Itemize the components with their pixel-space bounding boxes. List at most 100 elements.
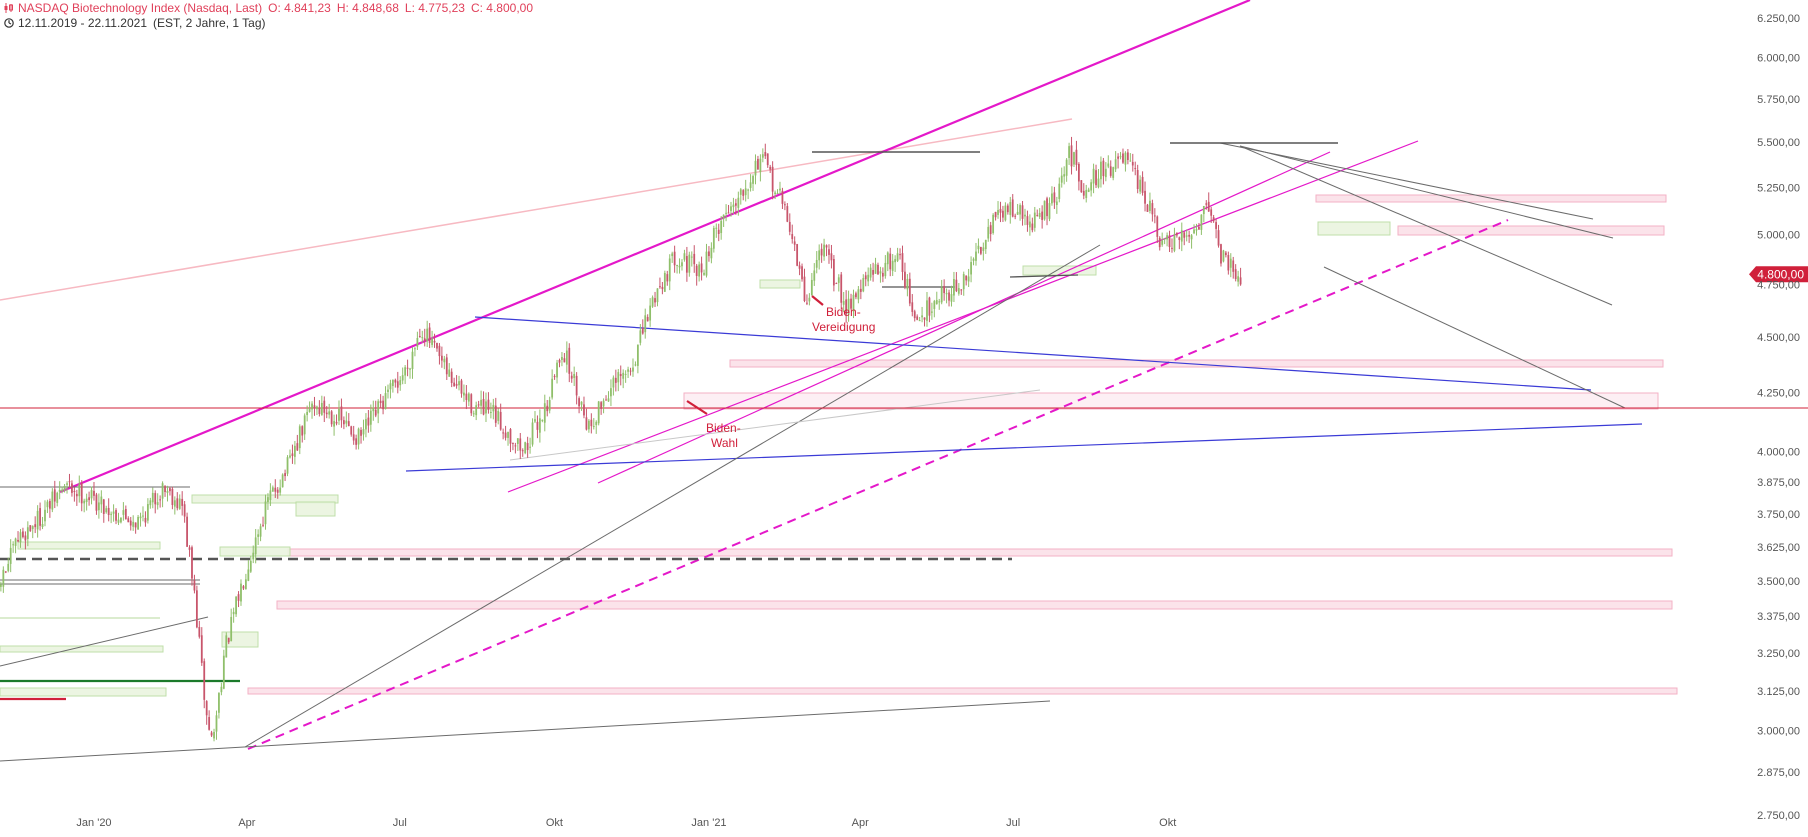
- candle: [725, 204, 727, 222]
- candle-body: [578, 398, 580, 407]
- candle: [120, 517, 122, 524]
- candle-body: [1175, 232, 1178, 236]
- candle-body: [531, 422, 534, 445]
- candle: [267, 493, 269, 510]
- candle: [73, 487, 76, 502]
- candle-body: [982, 247, 985, 251]
- candle: [100, 490, 103, 513]
- candle: [1227, 251, 1230, 275]
- last-price-label: 4.800,00: [1757, 267, 1804, 281]
- trendline-grey-light: [509, 389, 1041, 461]
- candle: [744, 179, 747, 202]
- candle: [659, 277, 661, 289]
- candle-body: [553, 376, 556, 378]
- candle: [891, 254, 894, 276]
- candle: [237, 591, 240, 608]
- candle: [369, 404, 372, 432]
- candle-body: [624, 373, 627, 375]
- candle-body: [742, 190, 745, 196]
- candle: [815, 251, 818, 274]
- resistance-zone: [1397, 225, 1665, 236]
- candle: [810, 272, 813, 296]
- candle-body: [68, 481, 71, 483]
- candle-body: [538, 418, 541, 433]
- candle: [36, 505, 39, 538]
- candle: [274, 479, 277, 498]
- candle: [453, 377, 456, 387]
- candle: [1215, 218, 1217, 239]
- candle: [1016, 203, 1019, 215]
- candle: [786, 203, 789, 223]
- candle: [894, 255, 897, 272]
- candle: [465, 385, 468, 410]
- candle: [634, 361, 637, 367]
- candle: [722, 214, 725, 227]
- candle-body: [34, 524, 37, 528]
- candle-body: [1002, 210, 1004, 218]
- candle-body: [482, 399, 485, 415]
- candle-body: [166, 491, 169, 493]
- candle: [1055, 196, 1058, 214]
- candle: [957, 283, 960, 296]
- candle: [710, 242, 713, 264]
- candle: [7, 557, 10, 573]
- candle-body: [595, 421, 598, 426]
- candle: [110, 511, 113, 524]
- candle-body: [548, 400, 551, 411]
- candle: [717, 223, 720, 242]
- candle-body: [597, 401, 600, 424]
- candle-body: [512, 442, 514, 444]
- candle: [1224, 250, 1227, 258]
- candle: [151, 487, 154, 509]
- candle: [1200, 214, 1203, 235]
- candle-body: [399, 380, 402, 386]
- last-price-marker: [1749, 266, 1808, 283]
- candle-body: [502, 432, 505, 434]
- candle: [188, 545, 191, 557]
- candle: [316, 405, 318, 416]
- candle-body: [127, 518, 130, 523]
- candle: [240, 579, 242, 606]
- candle-body: [369, 410, 372, 425]
- trendline-grey-fan: [1239, 145, 1613, 306]
- candle: [541, 419, 544, 423]
- y-tick-label: 5.500,00: [1757, 137, 1800, 149]
- candle: [529, 437, 531, 454]
- candle-body: [485, 401, 487, 414]
- candle-body: [1222, 250, 1225, 262]
- candle-body: [83, 500, 86, 504]
- candle: [813, 263, 816, 286]
- candle-body: [813, 270, 816, 281]
- candle: [732, 197, 735, 215]
- candle: [360, 427, 362, 444]
- candle-body: [200, 635, 203, 663]
- candle-body: [365, 419, 367, 430]
- candle: [48, 498, 51, 518]
- candle-body: [181, 498, 184, 506]
- candle: [78, 475, 81, 503]
- support-zone-green: [759, 279, 801, 289]
- candle: [115, 508, 117, 525]
- candle: [154, 490, 157, 514]
- candle-body: [12, 544, 15, 546]
- candle: [776, 189, 779, 195]
- candle: [984, 239, 987, 254]
- candle-body: [938, 301, 941, 303]
- candle-body: [987, 226, 990, 239]
- candle: [1239, 267, 1242, 286]
- candle: [291, 444, 294, 464]
- candle-body: [433, 340, 436, 343]
- candle-body: [850, 298, 852, 309]
- candle: [313, 396, 316, 416]
- candle-body: [311, 403, 313, 410]
- candle: [431, 330, 433, 348]
- candle-body: [26, 527, 29, 539]
- candle: [671, 251, 674, 263]
- candle-body: [1237, 276, 1240, 282]
- candle: [708, 246, 710, 262]
- support-zone-green: [295, 501, 336, 517]
- candle: [323, 396, 326, 423]
- candle-body: [970, 262, 972, 275]
- candle-body: [1109, 166, 1112, 176]
